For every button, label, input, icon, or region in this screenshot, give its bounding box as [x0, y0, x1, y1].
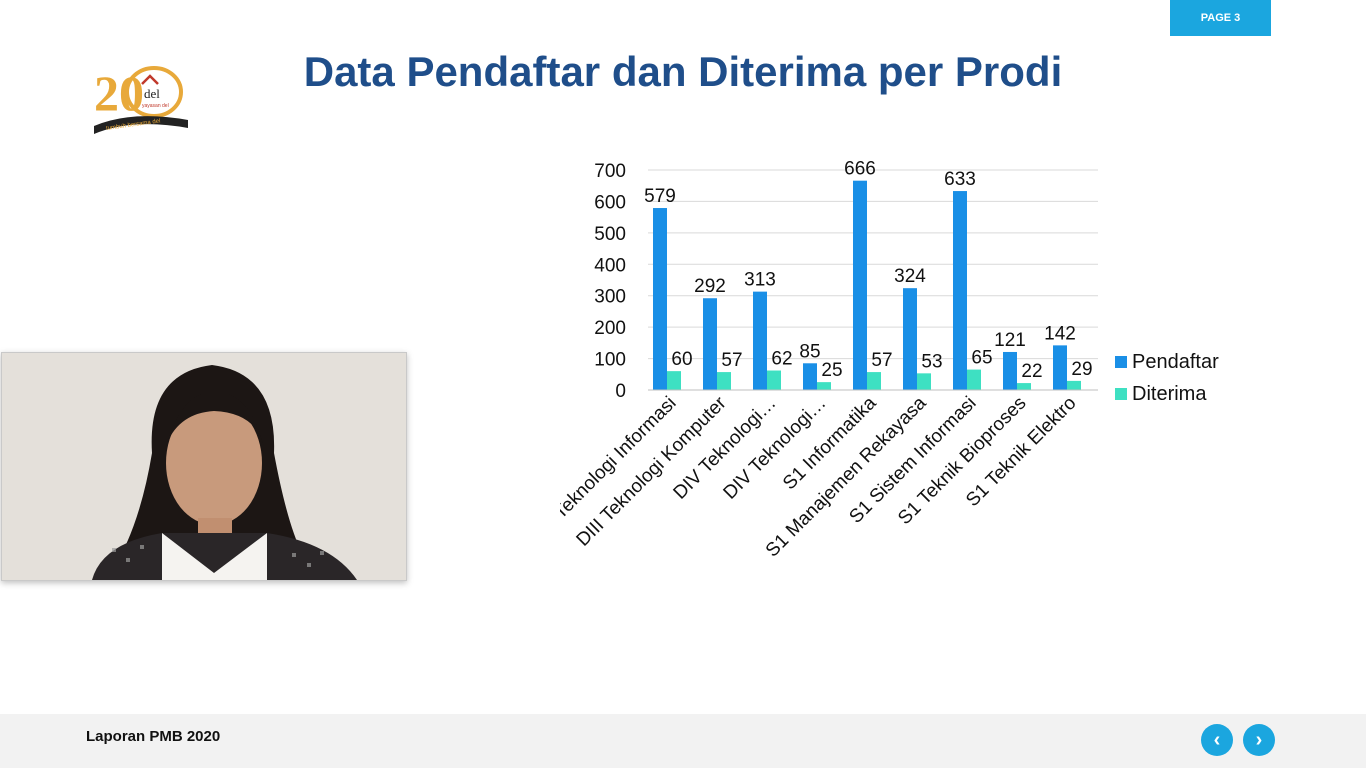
bar-diterima [767, 370, 781, 390]
y-tick-label: 200 [594, 318, 626, 339]
page-title-text: Data Pendaftar dan Diterima per Prodi [303, 48, 1063, 95]
legend-label: Diterima [1132, 383, 1207, 405]
page-badge: PAGE 3 [1170, 0, 1271, 36]
data-label: 142 [1044, 323, 1076, 344]
data-label: 57 [871, 350, 892, 371]
y-tick-label: 700 [594, 161, 626, 182]
y-tick-label: 500 [594, 224, 626, 245]
prev-slide-button[interactable]: ‹ [1201, 724, 1233, 756]
data-label: 25 [821, 360, 842, 381]
legend-swatch-diterima [1115, 388, 1127, 400]
bar-pendaftar [653, 208, 667, 390]
yayasan-del-logo: 20 del yayasan del tumbuh bersama del [94, 65, 188, 134]
footer-bar: Laporan PMB 2020 ‹ › [0, 714, 1366, 768]
bar-diterima [1067, 380, 1081, 390]
presenter-video[interactable] [1, 352, 407, 581]
chevron-left-icon: ‹ [1213, 728, 1221, 751]
data-label: 22 [1021, 361, 1042, 382]
webcam-person-icon [2, 353, 406, 580]
data-label: 53 [921, 351, 942, 372]
bar-diterima [817, 382, 831, 390]
data-label: 57 [721, 350, 742, 371]
bar-diterima [717, 372, 731, 390]
data-label: 29 [1071, 359, 1092, 380]
y-tick-label: 100 [594, 350, 626, 371]
data-label: 313 [744, 270, 776, 291]
bar-diterima [667, 371, 681, 390]
y-tick-label: 300 [594, 287, 626, 308]
bar-pendaftar [1003, 351, 1017, 390]
data-label: 85 [799, 341, 820, 362]
bar-diterima [867, 372, 881, 390]
page-title: Data Pendaftar dan Diterima per Prodi [0, 48, 1366, 96]
bar-pendaftar [803, 363, 817, 390]
data-label: 579 [644, 186, 676, 207]
bar-pendaftar [853, 180, 867, 390]
data-label: 121 [994, 330, 1026, 351]
logo-brand: del [144, 86, 160, 101]
y-tick-label: 0 [615, 381, 626, 402]
bar-diterima [917, 373, 931, 390]
bar-diterima [967, 369, 981, 390]
data-label: 292 [694, 276, 726, 297]
data-label: 65 [971, 348, 992, 369]
bar-chart: 010020030040050060070057960DIII Teknolog… [560, 159, 1219, 562]
data-label: 324 [894, 266, 926, 287]
report-title: Laporan PMB 2020 [86, 728, 221, 745]
legend-swatch-pendaftar [1115, 356, 1127, 368]
bar-pendaftar [953, 191, 967, 390]
chevron-right-icon: › [1255, 728, 1263, 751]
data-label: 62 [771, 349, 792, 370]
data-label: 633 [944, 169, 976, 190]
bar-pendaftar [903, 288, 917, 390]
next-slide-button[interactable]: › [1243, 724, 1275, 756]
bar-pendaftar [1053, 345, 1067, 390]
logo-sub: yayasan del [142, 103, 169, 109]
bar-pendaftar [703, 298, 717, 390]
bar-diterima [1017, 383, 1031, 390]
bar-pendaftar [753, 291, 767, 390]
y-tick-label: 600 [594, 192, 626, 213]
data-label: 60 [671, 349, 692, 370]
legend-label: Pendaftar [1132, 351, 1219, 373]
y-tick-label: 400 [594, 255, 626, 276]
data-label: 666 [844, 159, 876, 180]
